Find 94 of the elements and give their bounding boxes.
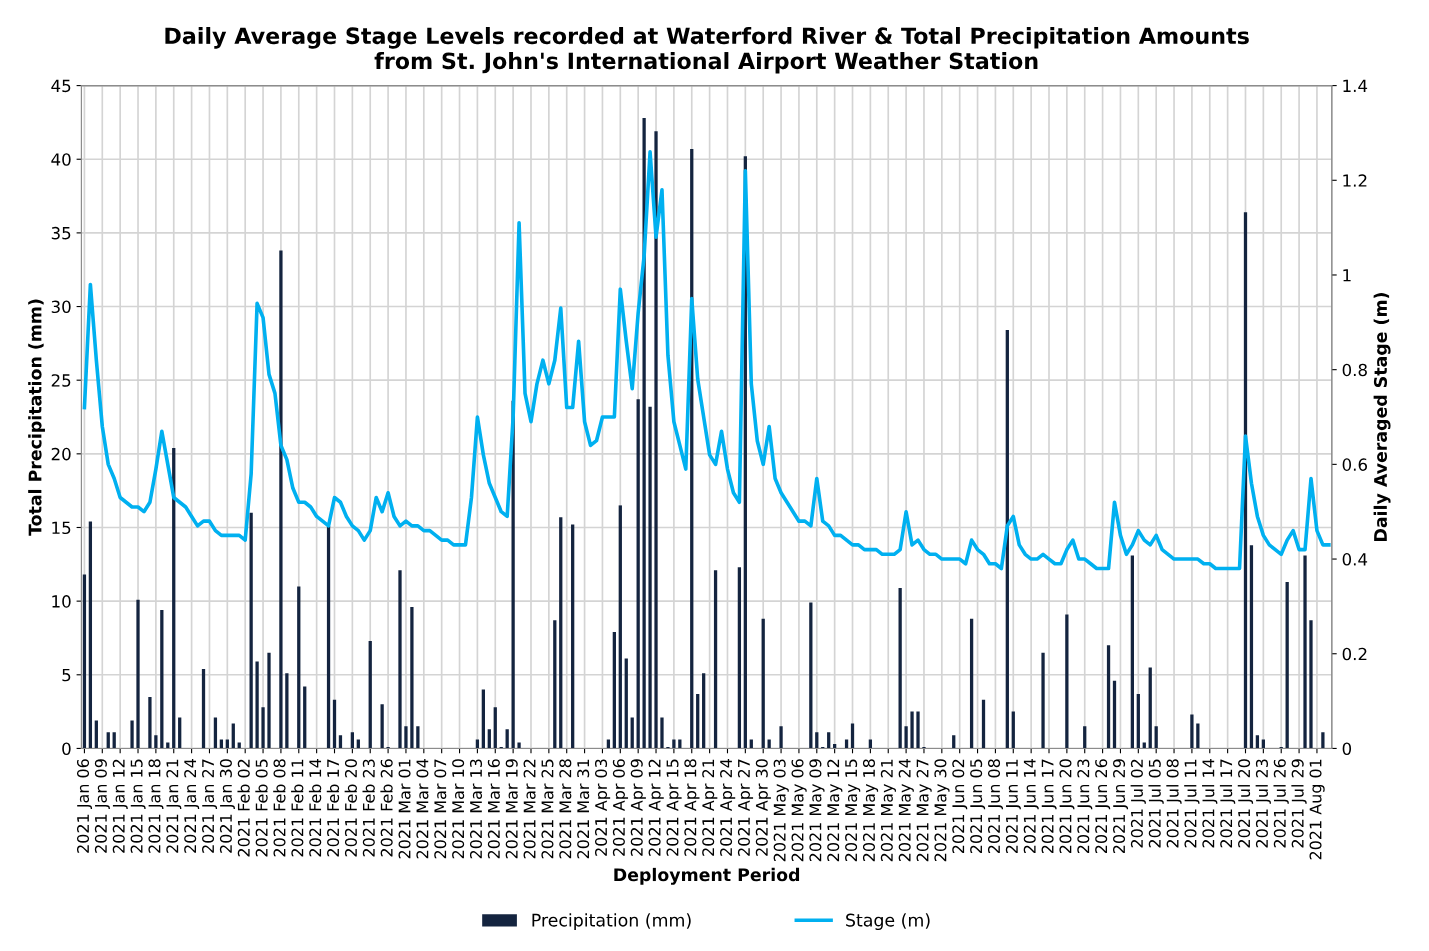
- x-tick-label: 2021 Mar 31: [577, 759, 590, 859]
- x-tick-label: 2021 Jan 21: [166, 759, 182, 853]
- y2-tick-label: 1.2: [1343, 174, 1367, 187]
- x-tick-label: 2021 May 15: [845, 759, 861, 862]
- y-tick-label: 25: [51, 374, 71, 387]
- y2-axis-title: Daily Averaged Stage (m): [1373, 293, 1391, 541]
- x-tick-label: 2021 Jul 17: [1219, 759, 1236, 848]
- x-tick-label: 2021 Feb 11: [291, 759, 304, 857]
- y2-tick-label: 0.6: [1342, 458, 1368, 471]
- y2-tick-label: 1: [1343, 269, 1351, 282]
- x-tick-label: 2021 Apr 24: [720, 759, 736, 856]
- legend-label: Stage (m): [846, 913, 930, 930]
- x-tick-label: 2021 Jul 08: [1166, 759, 1182, 848]
- y2-tick-label: 0.2: [1342, 647, 1367, 661]
- x-tick-label: 2021 Jul 29: [1291, 759, 1307, 848]
- y-axis-title: Total Precipitation (mm): [28, 299, 45, 536]
- x-tick-label: 2021 Apr 15: [666, 759, 682, 856]
- x-tick-label: 2021 Jun 23: [1077, 759, 1093, 854]
- x-tick-label: 2021 Jun 11: [1005, 759, 1021, 854]
- x-tick-label: 2021 Jun 14: [1023, 759, 1039, 854]
- x-tick-label: 2021 Jan 27: [202, 759, 218, 853]
- x-tick-label: 2021 Mar 19: [505, 759, 518, 859]
- x-tick-label: 2021 Jun 29: [1113, 759, 1129, 854]
- x-tick-label: 2021 Feb 26: [380, 759, 393, 857]
- x-tick-label: 2021 Apr 06: [612, 759, 629, 856]
- x-tick-label: 2021 Jun 08: [987, 759, 1004, 854]
- y-tick-label: 30: [51, 300, 71, 314]
- x-tick-label: 2021 Jul 20: [1237, 759, 1254, 848]
- x-tick-label: 2021 Feb 02: [237, 759, 250, 857]
- x-tick-label: 2021 Mar 28: [559, 759, 572, 859]
- x-tick-label: 2021 Apr 18: [684, 759, 700, 856]
- x-tick-label: 2021 Mar 13: [469, 759, 483, 859]
- y-tick-label: 35: [51, 226, 71, 240]
- x-tick-label: 2021 May 18: [862, 759, 879, 862]
- x-tick-label: 2021 Apr 03: [595, 759, 611, 856]
- x-tick-label: 2021 Mar 10: [452, 759, 465, 859]
- x-tick-label: 2021 Jun 17: [1041, 759, 1057, 854]
- x-tick-label: 2021 Jun 20: [1059, 759, 1075, 854]
- x-tick-label: 2021 Apr 21: [702, 759, 718, 856]
- y-tick-label: 20: [51, 447, 71, 461]
- x-tick-label: 2021 Mar 16: [487, 759, 500, 859]
- x-axis-title: Deployment Period: [614, 867, 800, 885]
- x-tick-label: 2021 Jun 26: [1095, 759, 1111, 854]
- x-tick-label: 2021 Jul 02: [1130, 759, 1146, 848]
- x-tick-label: 2021 May 06: [791, 759, 807, 862]
- x-tick-label: 2021 May 09: [809, 759, 825, 862]
- x-tick-label: 2021 Mar 04: [416, 759, 429, 859]
- x-tick-label: 2021 Feb 05: [255, 759, 268, 857]
- x-tick-label: 2021 Mar 25: [541, 759, 554, 859]
- x-tick-label: 2021 Feb 20: [344, 759, 357, 857]
- x-tick-label: 2021 Jan 18: [148, 759, 164, 853]
- x-tick-label: 2021 Jun 02: [952, 759, 968, 854]
- x-tick-label: 2021 May 12: [827, 759, 843, 862]
- x-tick-label: 2021 Jul 11: [1184, 759, 1200, 848]
- y2-tick-label: 0: [1342, 742, 1352, 756]
- y-tick-label: 15: [52, 521, 71, 535]
- x-tick-label: 2021 May 03: [773, 759, 789, 862]
- x-tick-label: 2021 May 21: [880, 759, 896, 862]
- x-tick-label: 2021 May 24: [898, 759, 914, 862]
- y2-tick-label: 1.4: [1343, 79, 1368, 92]
- y2-tick-label: 0.4: [1342, 553, 1368, 566]
- x-tick-label: 2021 Jul 14: [1202, 759, 1218, 848]
- y-tick-label: 5: [62, 668, 71, 682]
- x-tick-label: 2021 Jan 24: [184, 759, 200, 853]
- chart-title: Daily Average Stage Levels recorded at Waterford River & Total Precipitation Amounts from St. John's International Airport Weather Station: [165, 26, 1249, 74]
- x-tick-label: 2021 Feb 17: [326, 759, 340, 857]
- x-tick-label: 2021 Apr 09: [630, 759, 646, 856]
- y-tick-label: 40: [51, 153, 71, 166]
- y-tick-label: 10: [52, 595, 71, 608]
- legend-label: Precipitation (mm): [532, 913, 691, 930]
- x-tick-label: 2021 Mar 22: [523, 759, 536, 859]
- x-tick-label: 2021 Jan 12: [112, 759, 128, 853]
- y-tick-label: 0: [62, 742, 71, 756]
- x-tick-label: 2021 Mar 01: [398, 759, 411, 859]
- y2-tick-label: 0.8: [1342, 363, 1367, 377]
- x-tick-label: 2021 Jan 15: [130, 759, 146, 853]
- x-tick-label: 2021 Apr 27: [737, 759, 754, 856]
- x-tick-label: 2021 Feb 08: [273, 759, 286, 857]
- x-tick-label: 2021 Jul 23: [1255, 759, 1271, 848]
- y-tick-label: 45: [51, 79, 71, 93]
- x-tick-label: 2021 Mar 07: [434, 759, 447, 859]
- x-tick-label: 2021 Jun 05: [970, 759, 986, 854]
- x-tick-label: 2021 Aug 01: [1309, 759, 1325, 860]
- x-tick-label: 2021 Jan 30: [219, 759, 235, 853]
- x-tick-label: 2021 Jan 06: [76, 759, 93, 853]
- x-tick-label: 2021 May 27: [916, 759, 932, 862]
- x-tick-label: 2021 Apr 12: [648, 759, 664, 856]
- x-tick-label: 2021 Jan 09: [94, 759, 110, 853]
- x-tick-label: 2021 Feb 23: [362, 759, 375, 857]
- x-tick-label: 2021 Feb 14: [308, 759, 322, 857]
- x-tick-label: 2021 May 30: [934, 759, 950, 862]
- x-tick-label: 2021 Jul 26: [1273, 759, 1289, 848]
- x-tick-label: 2021 Apr 30: [755, 759, 771, 856]
- x-tick-label: 2021 Jul 05: [1148, 759, 1164, 848]
